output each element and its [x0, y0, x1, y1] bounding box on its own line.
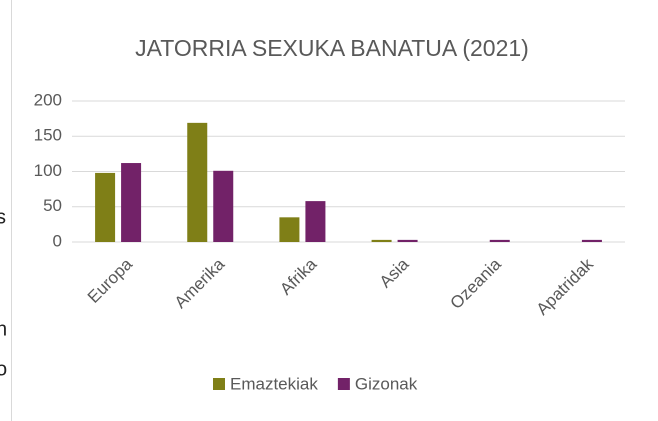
x-tick-label: Afrika: [276, 254, 321, 299]
bar: [371, 239, 392, 242]
bar: [213, 170, 234, 242]
chart-title: JATORRIA SEXUKA BANATUA (2021): [135, 35, 529, 61]
x-tick-label: Europa: [84, 254, 137, 307]
y-tick-label: 150: [34, 126, 62, 145]
x-tick-label: Amerika: [171, 254, 229, 312]
x-tick-label: Ozeania: [447, 254, 506, 313]
bar: [279, 217, 300, 242]
margin-text: n: [0, 318, 7, 340]
bar: [187, 122, 208, 242]
y-tick-label: 100: [34, 161, 62, 180]
legend-label: Emaztekiak: [230, 374, 318, 393]
y-tick-label: 200: [34, 90, 62, 109]
bar: [305, 201, 326, 242]
y-tick-label: 0: [53, 231, 62, 250]
bar: [95, 172, 116, 242]
legend-label: Gizonak: [355, 374, 418, 393]
legend-swatch: [337, 378, 350, 390]
margin-text: s: [0, 206, 6, 228]
legend-swatch: [213, 378, 225, 390]
x-tick-label: Asia: [376, 254, 413, 291]
y-tick-label: 50: [43, 196, 62, 215]
bar: [397, 239, 418, 242]
x-tick-label: Apatridak: [533, 254, 598, 319]
margin-text: o: [0, 358, 7, 380]
bar: [121, 163, 142, 242]
bar: [581, 239, 602, 242]
bar: [489, 239, 510, 242]
